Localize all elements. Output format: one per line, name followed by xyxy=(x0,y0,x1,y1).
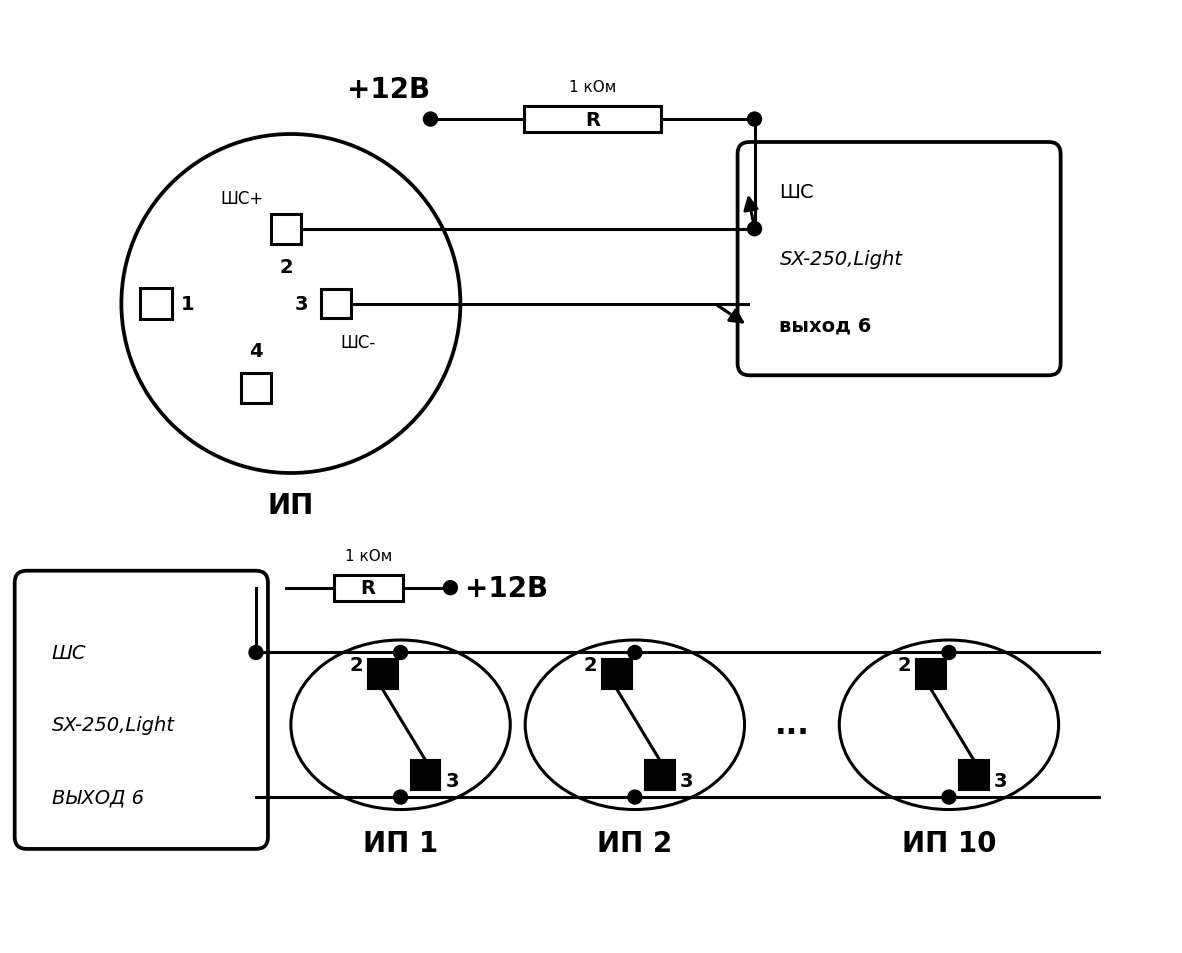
Ellipse shape xyxy=(839,640,1059,810)
Circle shape xyxy=(443,581,457,595)
Text: 2: 2 xyxy=(349,656,363,674)
Text: 1 кОм: 1 кОм xyxy=(344,548,391,563)
Text: +12В: +12В xyxy=(348,76,430,104)
Text: ШС+: ШС+ xyxy=(221,190,264,208)
Text: выход 6: выход 6 xyxy=(779,316,872,335)
Ellipse shape xyxy=(291,640,511,810)
Bar xyxy=(645,760,675,790)
Text: 1 кОм: 1 кОм xyxy=(569,80,616,95)
Circle shape xyxy=(942,646,956,659)
Text: R: R xyxy=(585,111,600,130)
Text: 3: 3 xyxy=(994,771,1007,790)
Bar xyxy=(271,214,301,244)
Bar xyxy=(602,659,632,690)
Bar xyxy=(410,760,441,790)
Text: ВЫХОД 6: ВЫХОД 6 xyxy=(52,788,143,807)
Bar xyxy=(525,107,661,132)
Text: ...: ... xyxy=(774,711,810,740)
Bar xyxy=(320,290,351,319)
Text: ШС: ШС xyxy=(52,643,86,662)
Text: ИП 1: ИП 1 xyxy=(363,830,439,858)
Text: ШС: ШС xyxy=(779,183,814,202)
Bar xyxy=(368,659,397,690)
Text: 2: 2 xyxy=(897,656,911,674)
Text: +12В: +12В xyxy=(466,574,548,602)
FancyBboxPatch shape xyxy=(738,143,1060,375)
Circle shape xyxy=(747,113,761,127)
Text: 2: 2 xyxy=(584,656,597,674)
Circle shape xyxy=(249,646,262,659)
Circle shape xyxy=(747,222,761,236)
Circle shape xyxy=(394,790,408,804)
Ellipse shape xyxy=(525,640,745,810)
Text: ШС-: ШС- xyxy=(340,335,376,352)
Text: 3: 3 xyxy=(446,771,459,790)
Bar xyxy=(141,288,173,320)
Circle shape xyxy=(394,646,408,659)
Text: ИП 10: ИП 10 xyxy=(902,830,996,858)
Bar xyxy=(916,659,946,690)
Bar xyxy=(333,575,403,601)
Circle shape xyxy=(942,790,956,804)
Text: R: R xyxy=(361,578,376,598)
Text: 1: 1 xyxy=(181,294,195,314)
Circle shape xyxy=(628,790,642,804)
Text: ИП: ИП xyxy=(268,492,314,519)
Circle shape xyxy=(628,646,642,659)
FancyBboxPatch shape xyxy=(14,571,268,849)
Text: SX-250,Light: SX-250,Light xyxy=(779,250,902,269)
Circle shape xyxy=(423,113,437,127)
Text: 3: 3 xyxy=(294,294,307,314)
Text: 4: 4 xyxy=(249,342,262,361)
Bar xyxy=(241,374,271,404)
Text: 3: 3 xyxy=(680,771,693,790)
Circle shape xyxy=(122,135,460,474)
Text: 2: 2 xyxy=(279,257,293,276)
Text: ИП 2: ИП 2 xyxy=(597,830,673,858)
Bar xyxy=(959,760,989,790)
Text: SX-250,Light: SX-250,Light xyxy=(52,716,175,735)
